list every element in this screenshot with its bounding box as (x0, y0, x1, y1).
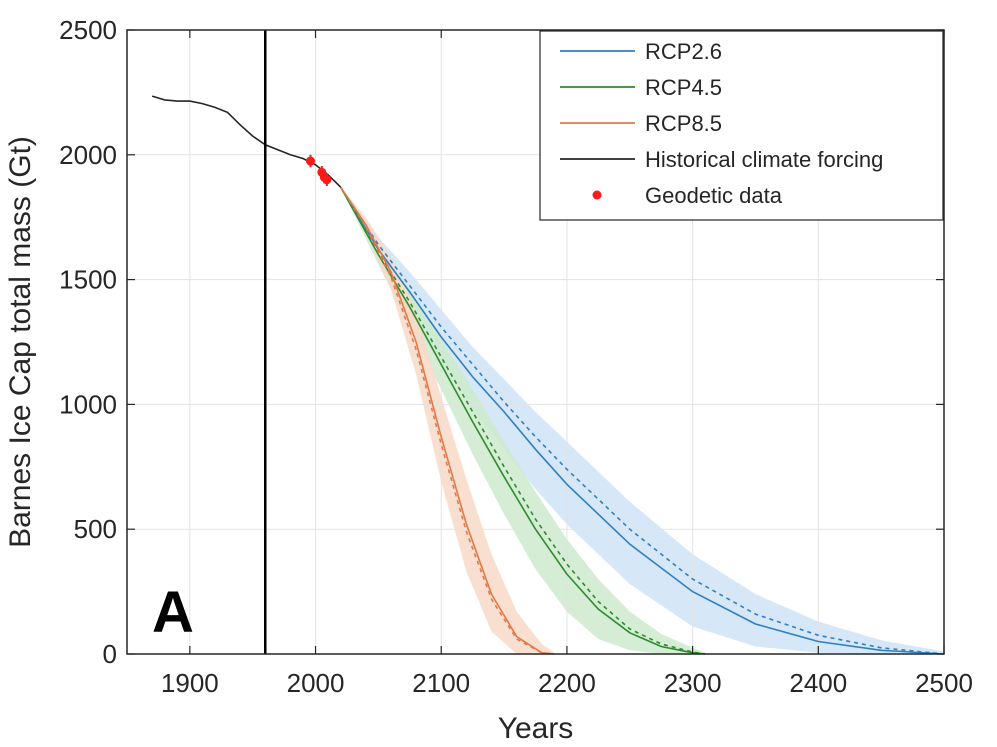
legend-box (539, 30, 944, 221)
axis-ticks: 1900 2000 2100 2200 2300 2400 2500 0 500 1000 1500… (59, 15, 973, 698)
legend-label: RCP4.5 (645, 75, 722, 100)
y-tick-label: 500 (74, 514, 117, 544)
legend-label: Geodetic data (645, 183, 783, 208)
line-historical (151, 95, 342, 188)
geodetic-point (306, 156, 316, 166)
x-tick-label: 1900 (161, 668, 219, 698)
x-tick-label: 2500 (915, 668, 973, 698)
legend-label: RCP8.5 (645, 111, 722, 136)
y-tick-label: 1000 (59, 389, 117, 419)
y-tick-label: 2500 (59, 15, 117, 45)
x-tick-label: 2400 (789, 668, 847, 698)
legend: RCP2.6 RCP4.5 RCP8.5 Historical climate for… (539, 30, 944, 221)
line-rcp85-mean (340, 186, 555, 655)
line-rcp45-dashed (340, 186, 706, 655)
x-tick-label: 2100 (412, 668, 470, 698)
line-rcp85-dashed (340, 186, 555, 655)
y-axis-label: Barnes Ice Cap total mass (Gt) (4, 136, 37, 548)
panel-label: A (152, 580, 194, 645)
band-rcp85 (340, 187, 555, 654)
y-tick-label: 2000 (59, 140, 117, 170)
x-axis-label: Years (498, 712, 574, 745)
line-rcp45-mean (340, 186, 706, 655)
uncertainty-bands (340, 187, 944, 654)
line-rcp26-mean (340, 186, 945, 655)
band-rcp26 (340, 187, 944, 654)
x-tick-label: 2000 (287, 668, 345, 698)
legend-swatch (592, 190, 602, 200)
legend-label: RCP2.6 (645, 39, 722, 64)
y-tick-label: 0 (103, 639, 117, 669)
axes-box (126, 29, 945, 655)
legend-label: Historical climate forcing (645, 147, 883, 172)
y-tick-label: 1500 (59, 265, 117, 295)
x-tick-label: 2300 (664, 668, 722, 698)
geodetic-point (322, 175, 332, 185)
geodetic-markers (306, 154, 332, 186)
x-tick-label: 2200 (538, 668, 596, 698)
line-rcp26-dashed (340, 186, 945, 655)
data-series (151, 95, 945, 655)
